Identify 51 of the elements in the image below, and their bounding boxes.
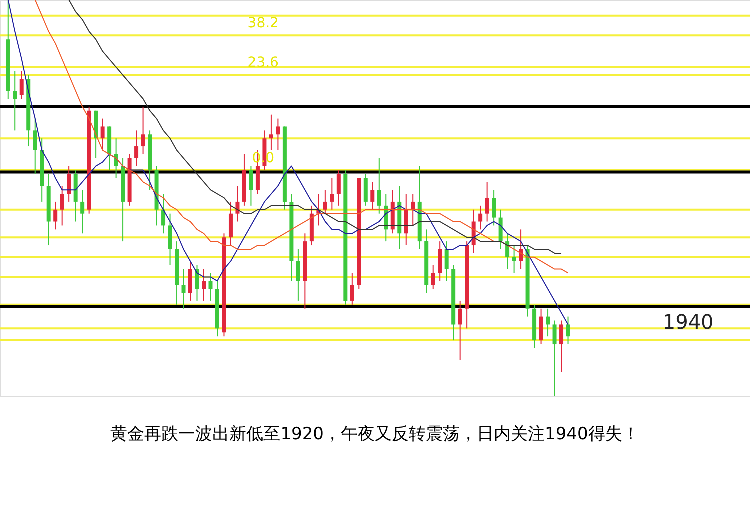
candlestick: [228, 201, 233, 246]
annotation: 38.2: [248, 16, 279, 32]
candlestick: [485, 182, 490, 222]
candlestick: [188, 260, 193, 302]
candlestick: [377, 158, 382, 214]
candlestick: [411, 194, 416, 226]
candlestick: [33, 118, 38, 175]
candlestick: [519, 229, 524, 270]
candlestick: [492, 190, 496, 226]
candlestick: [566, 316, 570, 346]
candlestick: [336, 170, 341, 206]
candlestick: [134, 130, 139, 167]
candlestick: [208, 272, 213, 302]
candlestick: [364, 174, 368, 206]
candlestick: [141, 106, 146, 155]
candlestick: [552, 320, 557, 396]
text: 黄金再跌一波出新低至1920，午夜又反转震荡，日内关注1940得失！: [110, 424, 640, 444]
candlestick: [330, 178, 334, 210]
candlestick: [404, 194, 408, 246]
candlestick: [323, 190, 328, 214]
candlestick: [444, 241, 449, 282]
candlestick: [80, 190, 85, 234]
candlestick: [560, 320, 564, 373]
candlestick: [546, 308, 550, 338]
candlestick: [431, 264, 436, 290]
candlestick: [13, 70, 18, 132]
candlestick: [539, 308, 544, 346]
candlestick: [249, 166, 254, 206]
candlestick: [168, 213, 172, 266]
annotation: 1940: [662, 310, 714, 334]
candlestick: [182, 268, 186, 310]
candlestick: [512, 245, 516, 274]
candlestick: [506, 233, 510, 270]
candlestick: [236, 186, 240, 222]
candlestick: [296, 248, 300, 302]
candlestick: [478, 205, 483, 230]
candlestick: [67, 166, 72, 202]
candlestick: [54, 201, 58, 230]
candlestick: [370, 182, 375, 210]
candlestick: [20, 70, 24, 100]
candlestick: [202, 268, 206, 302]
candlestick: [350, 272, 354, 306]
candlestick: [195, 264, 200, 302]
candlestick: [162, 194, 166, 234]
candlestick: [60, 186, 64, 226]
candlestick: [498, 209, 503, 250]
candlestick: [269, 114, 274, 151]
candlestick: [100, 118, 105, 151]
candlestick: [458, 300, 462, 361]
candlestick: [276, 118, 280, 151]
candlestick: [438, 241, 442, 282]
